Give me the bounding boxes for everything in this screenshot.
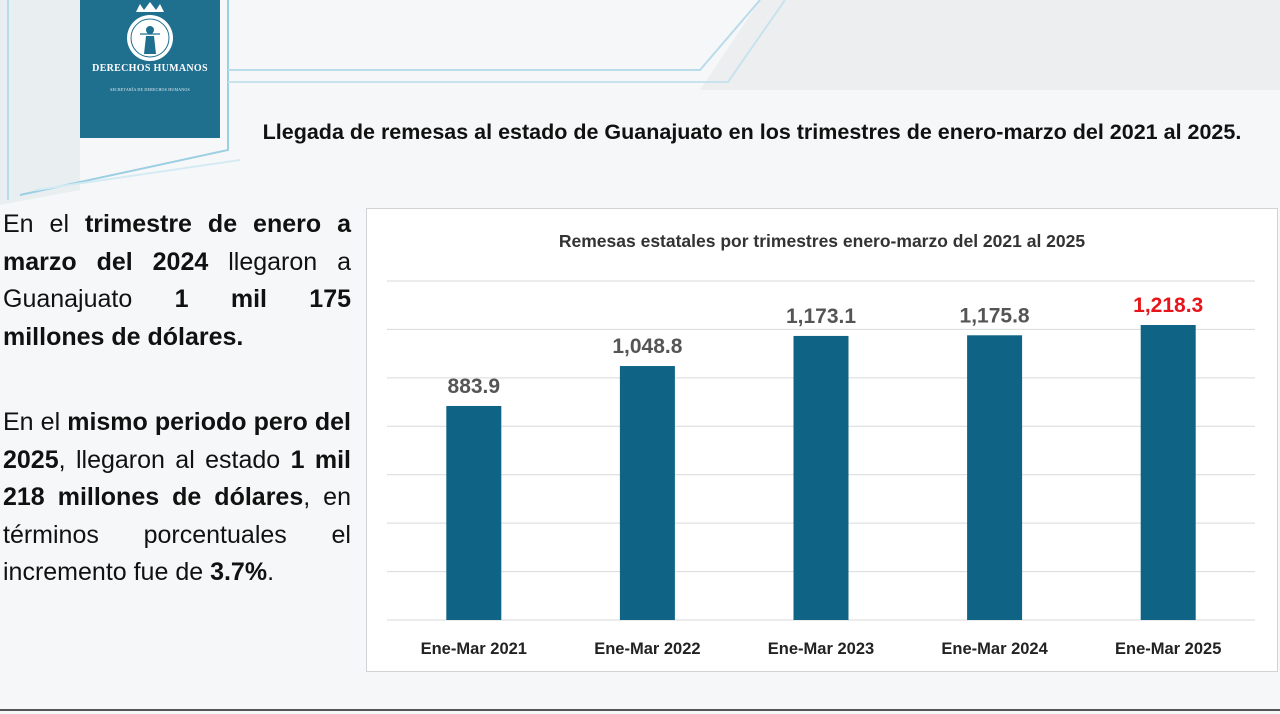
- category-label-3: Ene-Mar 2023: [768, 640, 874, 658]
- data-label-3: 1,173.1: [786, 305, 856, 328]
- category-label-2: Ene-Mar 2022: [594, 640, 700, 658]
- chart-title: Remesas estatales por trimestres enero-m…: [559, 231, 1086, 251]
- bar-1: [446, 405, 502, 620]
- bar-4: [967, 335, 1023, 620]
- logo-subtitle: SECRETARÍA DE DERECHOS HUMANOS: [110, 87, 190, 92]
- chart-canvas: Remesas estatales por trimestres enero-m…: [387, 231, 1255, 658]
- logo: DERECHOS HUMANOS SECRETARÍA DE DERECHOS …: [80, 0, 220, 138]
- data-label-5: 1,218.3: [1133, 294, 1203, 317]
- page-title: Llegada de remesas al estado de Guanajua…: [262, 120, 1242, 144]
- bottom-divider: [0, 709, 1280, 711]
- bar-2: [619, 366, 675, 620]
- category-label-5: Ene-Mar 2025: [1115, 640, 1221, 658]
- bars: 883.9 Ene-Mar 2021 1,048.8 Ene-Mar 2022 1,17…: [421, 294, 1222, 658]
- summary-paragraph-2024: En el trimestre de enero a marzo del 202…: [3, 210, 352, 351]
- bar-5: [1140, 324, 1196, 620]
- bar-3: [793, 335, 849, 620]
- category-label-1: Ene-Mar 2021: [421, 640, 527, 658]
- seal-icon: [127, 2, 173, 61]
- logo-text: DERECHOS HUMANOS: [92, 63, 208, 74]
- data-label-1: 883.9: [448, 375, 501, 398]
- bar-chart: Remesas estatales por trimestres enero-m…: [366, 208, 1278, 672]
- category-label-4: Ene-Mar 2024: [941, 640, 1048, 658]
- data-label-4: 1,175.8: [960, 304, 1030, 327]
- data-label-2: 1,048.8: [612, 335, 682, 358]
- summary-paragraph-2025: En el mismo periodo pero del 2025, llega…: [3, 408, 352, 586]
